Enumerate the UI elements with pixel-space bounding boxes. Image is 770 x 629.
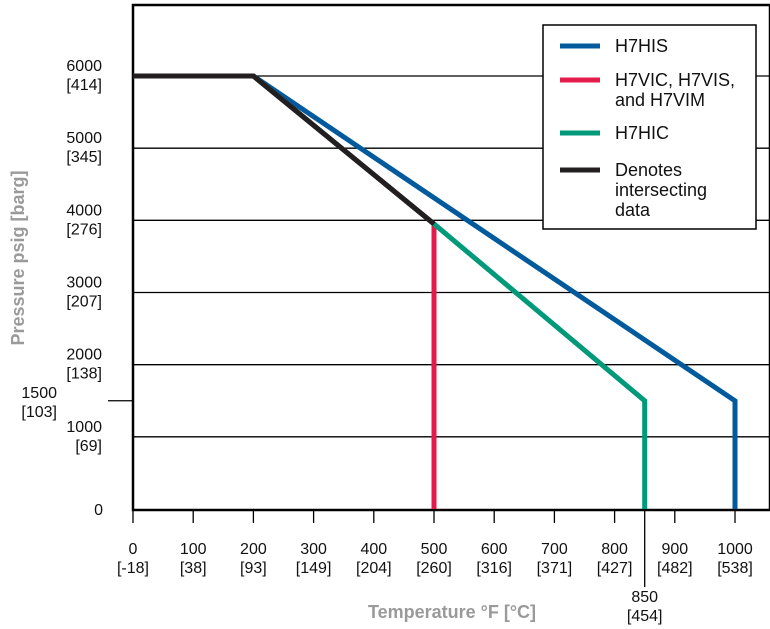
y-tick-label: 2000: [66, 347, 102, 364]
y-tick-label: 0: [94, 502, 103, 519]
x-tick-label: 1000: [717, 541, 753, 558]
legend-label: data: [615, 200, 651, 220]
y-tick-label: 5000: [66, 130, 102, 147]
y-extra-tick-label: 1500: [21, 385, 57, 402]
legend: H7HIS H7VIC, H7VIS,and H7VIM H7HIC Denotesi…: [542, 24, 757, 230]
x-tick-sublabel: [538]: [717, 560, 753, 577]
x-tick-sublabel: [260]: [416, 560, 452, 577]
y-tick-label: 3000: [66, 275, 102, 292]
y-axis-title: Pressure psig [barg]: [8, 170, 28, 345]
x-tick-label: 300: [300, 541, 327, 558]
y-tick-sublabel: [138]: [66, 366, 102, 383]
legend-label: Denotes: [615, 160, 682, 180]
x-axis-ticks: 0 [-18] 100 [38] 200 [93] 300 [149] 400 [204] 500 […: [117, 510, 753, 625]
y-tick-sublabel: [345]: [66, 149, 102, 166]
x-extra-tick-label: 850: [631, 589, 658, 606]
x-tick-label: 500: [421, 541, 448, 558]
x-axis-title: Temperature °F [°C]: [368, 602, 536, 622]
series-lines: [133, 73, 738, 509]
legend-box: [542, 24, 757, 230]
legend-label: intersecting: [615, 180, 707, 200]
x-tick-sublabel: [38]: [180, 560, 207, 577]
y-tick-label: 6000: [66, 58, 102, 75]
y-tick-sublabel: [414]: [66, 77, 102, 94]
plot-frame: [131, 3, 770, 512]
x-tick-label: 700: [541, 541, 568, 558]
y-extra-tick-sublabel: [103]: [21, 404, 57, 421]
x-tick-label: 800: [601, 541, 628, 558]
x-tick-label: 200: [240, 541, 267, 558]
x-tick-label: 400: [360, 541, 387, 558]
y-tick-sublabel: [276]: [66, 221, 102, 238]
y-tick-sublabel: [69]: [75, 438, 102, 455]
x-tick-label: 0: [129, 541, 138, 558]
x-tick-label: 100: [180, 541, 207, 558]
y-axis-ticks: 0 1000 [69] 2000 [138] 3000 [207] 4000 [276] 5000…: [21, 58, 103, 519]
series-line: [133, 73, 436, 226]
x-tick-sublabel: [316]: [476, 560, 512, 577]
x-tick-sublabel: [149]: [296, 560, 332, 577]
legend-label: H7HIC: [615, 123, 669, 143]
x-tick-sublabel: [93]: [240, 560, 267, 577]
x-tick-sublabel: [427]: [597, 560, 633, 577]
y-tick-label: 4000: [66, 202, 102, 219]
y-tick-label: 1000: [66, 419, 102, 436]
x-tick-sublabel: [371]: [537, 560, 573, 577]
legend-label: H7VIC, H7VIS,: [615, 70, 735, 90]
x-tick-sublabel: [204]: [356, 560, 392, 577]
legend-label: and H7VIM: [615, 90, 705, 110]
legend-label: H7HIS: [615, 36, 668, 56]
y-tick-sublabel: [207]: [66, 294, 102, 311]
x-tick-sublabel: [482]: [657, 560, 693, 577]
x-tick-label: 900: [661, 541, 688, 558]
x-tick-label: 600: [481, 541, 508, 558]
x-tick-sublabel: [-18]: [117, 560, 149, 577]
x-extra-tick-sublabel: [454]: [627, 608, 663, 625]
